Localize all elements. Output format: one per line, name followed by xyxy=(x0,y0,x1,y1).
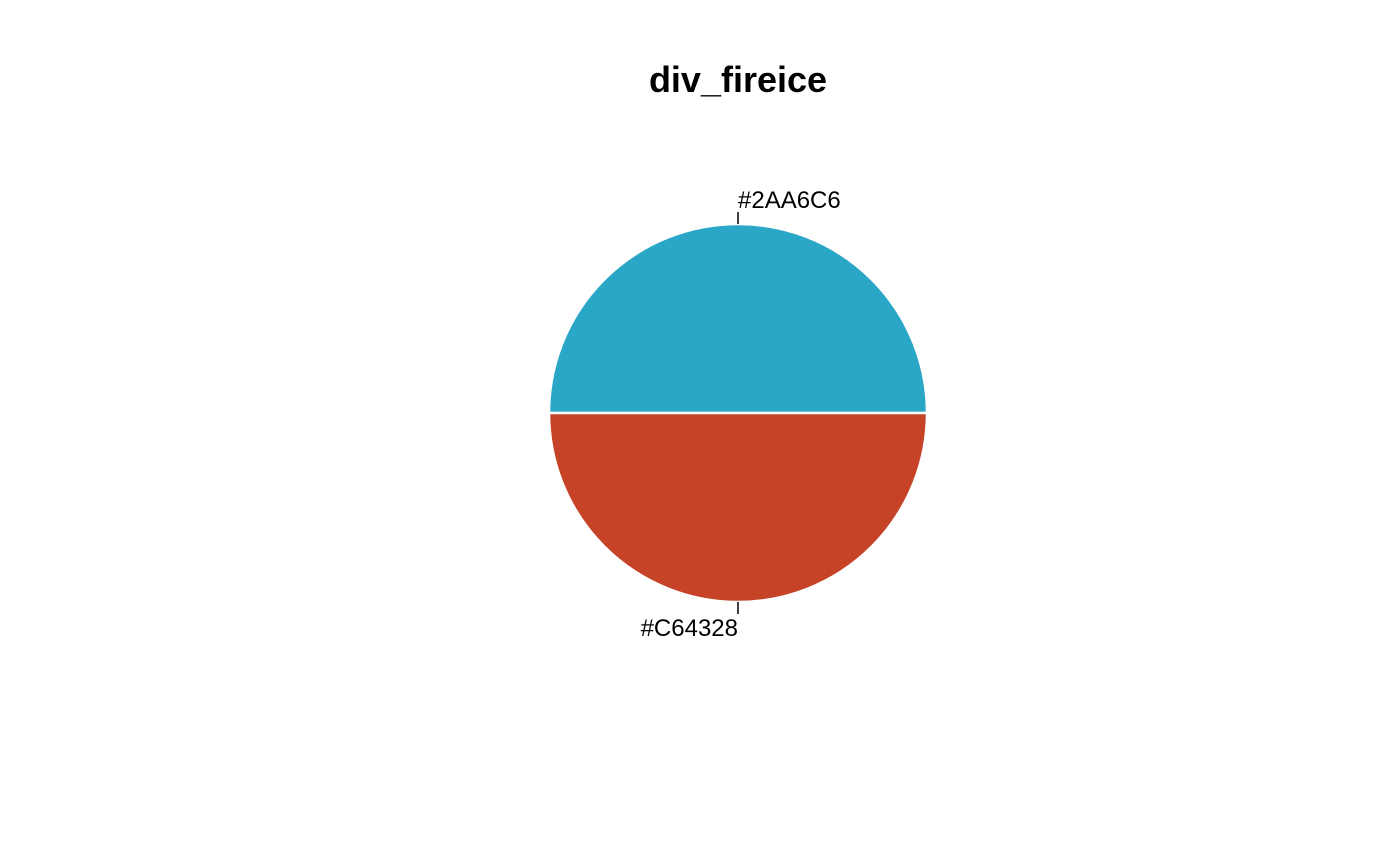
pie-labels: #2AA6C6 #C64328 xyxy=(641,187,841,642)
pie-slice-label-1: #2AA6C6 xyxy=(738,187,841,214)
pie-slice-2 xyxy=(547,411,929,604)
pie-slice-label-2: #C64328 xyxy=(641,615,738,642)
pie-slices xyxy=(547,222,929,604)
pie-slice-1 xyxy=(547,222,929,415)
chart-title: div_fireice xyxy=(649,59,827,100)
